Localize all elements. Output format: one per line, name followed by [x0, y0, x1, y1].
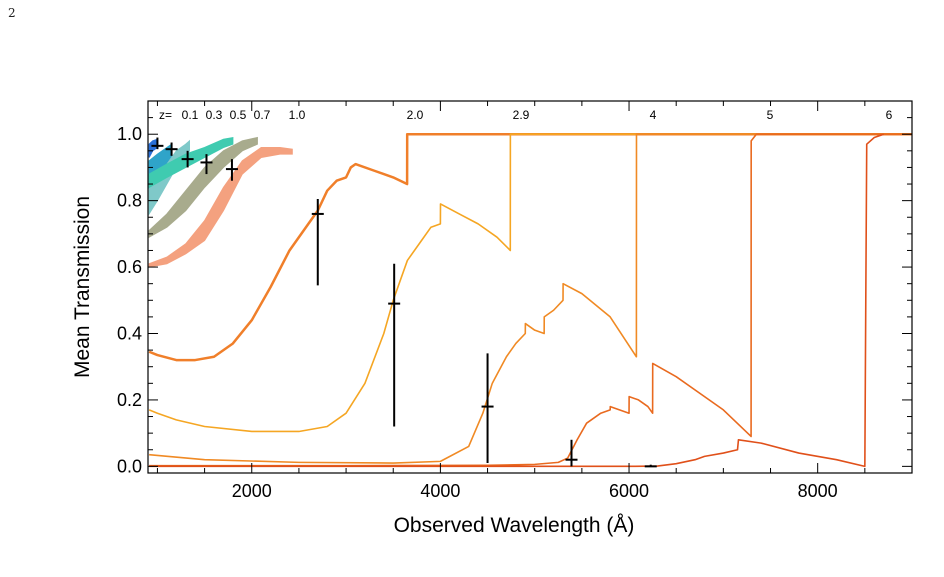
z-label-6: 2.9: [513, 108, 530, 122]
series-10: [149, 133, 884, 468]
y-tick-label-2: 0.4: [117, 324, 142, 344]
z-label-2: 0.5: [230, 108, 247, 122]
series-7: [148, 133, 912, 433]
series-3: [148, 136, 234, 189]
z-prefix-label: z=: [159, 108, 172, 122]
z-label-1: 0.3: [206, 108, 223, 122]
z-label-4: 1.0: [289, 108, 306, 122]
y-tick-label-1: 0.2: [117, 390, 142, 410]
plot-frame: [147, 100, 913, 474]
y-axis-label: Mean Transmission: [71, 196, 94, 378]
series-6: [148, 132, 912, 362]
series-4: [148, 136, 258, 239]
x-tick-label-2: 6000: [609, 481, 649, 501]
z-label-3: 0.7: [254, 108, 271, 122]
y-tick-label-5: 1.0: [117, 124, 142, 144]
z-label-8: 5: [767, 108, 774, 122]
y-tick-label-4: 0.8: [117, 191, 142, 211]
plot-area: 2000 4000 6000 8000 0.0 0.2 0.4 0.6 0.8 1.0 z= 0.1 0…: [117, 100, 913, 501]
page-number: 2: [8, 6, 16, 20]
x-tick-label-3: 8000: [798, 481, 838, 501]
series-5: [148, 147, 293, 268]
z-label-5: 2.0: [407, 108, 424, 122]
x-tick-label-1: 4000: [420, 481, 460, 501]
series-8: [149, 133, 912, 464]
z-label-0: 0.1: [182, 108, 199, 122]
series-9: [149, 133, 912, 467]
y-tick-label-0: 0.0: [117, 456, 142, 476]
x-tick-label-0: 2000: [232, 481, 272, 501]
x-axis-label: Observed Wavelength (Å): [394, 514, 635, 537]
z-label-9: 6: [886, 108, 893, 122]
z-label-7: 4: [650, 108, 657, 122]
y-tick-label-3: 0.6: [117, 257, 142, 277]
series-group: [148, 132, 912, 468]
